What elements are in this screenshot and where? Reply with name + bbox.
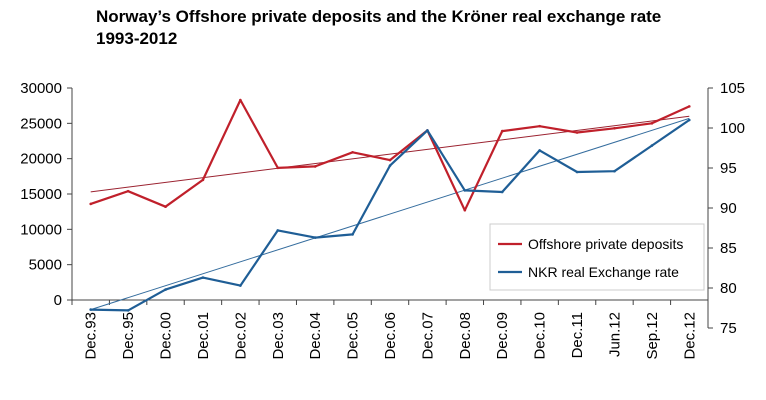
right-y-tick-label: 80	[720, 280, 737, 297]
x-tick-label: Dec.11	[569, 312, 586, 358]
data-point	[463, 208, 467, 212]
data-point	[687, 105, 691, 108]
left-y-tick-label: 25000	[20, 115, 62, 132]
data-point	[687, 118, 691, 122]
right-y-tick-label: 105	[720, 80, 745, 97]
left-y-tick-label: 10000	[20, 221, 62, 238]
left-y-tick-label: 15000	[20, 186, 62, 203]
data-point	[650, 122, 654, 125]
data-point	[351, 233, 354, 236]
data-point	[388, 158, 392, 162]
data-point	[239, 98, 242, 102]
right-y-tick-label: 90	[720, 200, 737, 217]
x-tick-label: Dec.10	[532, 312, 549, 360]
x-tick-label: Dec.95	[120, 312, 137, 360]
data-point	[388, 164, 392, 167]
data-point	[500, 129, 504, 133]
chart-title-line2: 1993-2012	[96, 29, 178, 48]
data-point	[351, 151, 354, 154]
x-tick-label: Dec.01	[195, 312, 212, 360]
data-point	[126, 189, 130, 193]
left-y-tick-label: 5000	[29, 257, 62, 274]
x-tick-label: Dec.12	[681, 312, 698, 360]
series-line	[90, 98, 690, 212]
x-tick-label: Sep.12	[644, 312, 661, 360]
data-point	[126, 309, 130, 312]
legend-box	[489, 223, 705, 291]
x-tick-label: Dec.07	[419, 312, 436, 360]
x-tick-label: Dec.00	[158, 312, 175, 360]
data-point	[538, 124, 541, 128]
data-point	[575, 131, 579, 134]
legend-label: Offshore private deposits	[528, 236, 683, 252]
data-point	[164, 205, 167, 209]
x-tick-label: Jun.12	[606, 312, 623, 357]
data-point	[575, 170, 579, 174]
data-point	[463, 189, 467, 192]
data-point	[201, 178, 205, 182]
right-y-tick-label: 95	[720, 160, 737, 177]
data-point	[613, 169, 616, 173]
data-point	[313, 236, 317, 239]
data-point	[89, 308, 93, 311]
x-tick-label: Dec.04	[307, 312, 324, 360]
data-point	[201, 276, 205, 279]
legend-label: NKR real Exchange rate	[528, 264, 679, 280]
data-point	[313, 165, 317, 168]
x-tick-label: Dec.03	[270, 312, 287, 360]
left-y-tick-label: 0	[54, 292, 62, 309]
left-y-tick-label: 30000	[20, 80, 62, 97]
x-tick-label: Dec.93	[83, 312, 100, 360]
x-tick-label: Dec.06	[382, 312, 399, 360]
data-point	[164, 288, 167, 291]
data-point	[613, 126, 616, 130]
chart-title: Norway’s Offshore private deposits and t…	[96, 6, 661, 50]
trendline	[90, 115, 690, 193]
right-y-tick-label: 75	[720, 320, 737, 337]
data-point	[89, 202, 93, 206]
right-y-tick-label: 85	[720, 240, 737, 257]
data-point	[538, 149, 541, 152]
x-tick-label: Dec.09	[494, 312, 511, 360]
left-y-tick-label: 20000	[20, 151, 62, 168]
data-point	[500, 190, 504, 194]
trendline	[90, 117, 690, 311]
data-point	[426, 129, 429, 132]
x-tick-label: Dec.05	[345, 312, 362, 360]
right-y-tick-label: 100	[720, 120, 745, 137]
data-point	[239, 284, 242, 287]
x-tick-label: Dec.08	[457, 312, 474, 360]
chart-title-line1: Norway’s Offshore private deposits and t…	[96, 7, 662, 26]
data-point	[276, 166, 280, 170]
x-tick-label: Dec.02	[232, 312, 249, 360]
data-point	[650, 144, 654, 147]
data-point	[276, 229, 280, 232]
